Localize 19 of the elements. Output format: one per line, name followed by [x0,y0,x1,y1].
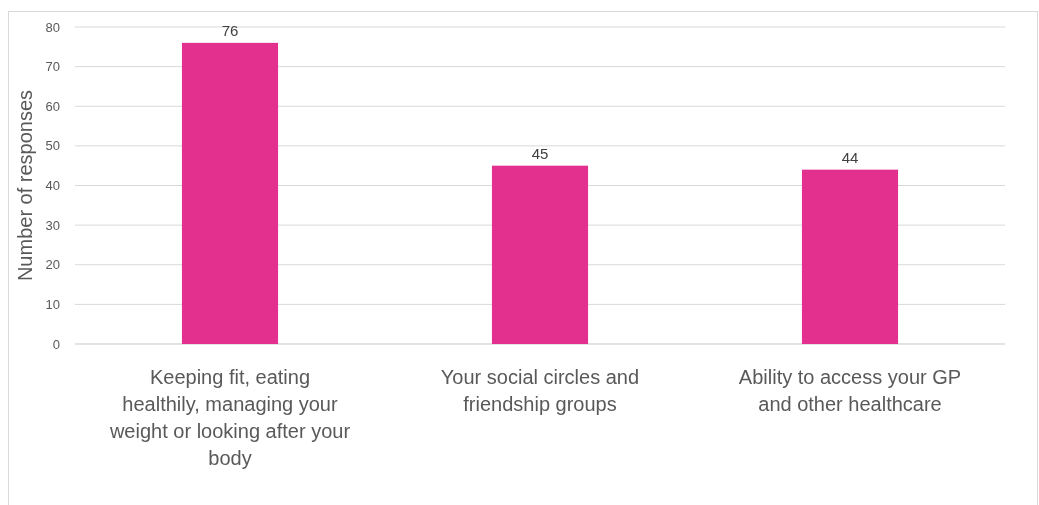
y-tick-label: 20 [45,257,60,273]
y-axis-title: Number of responses [14,89,36,282]
bar [181,42,279,344]
y-tick-label: 70 [45,59,60,75]
bar [801,169,899,344]
x-tick-label: Your social circles and friendship groups [440,366,640,415]
y-tick-label: 80 [45,19,60,35]
bar [491,165,589,344]
y-tick-label: 0 [52,336,60,352]
x-tick-label: Ability to access your GP and other healthcare [738,366,962,415]
y-tick-label: 30 [45,217,60,233]
data-label: 45 [531,144,549,162]
y-tick-label: 40 [45,178,60,194]
y-tick-label: 60 [45,98,60,114]
y-tick-label: 10 [45,296,60,312]
x-tick-label: Keeping fit, eating healthily, managing your weight or looking after your body [108,366,351,469]
data-label: 76 [221,21,239,39]
y-tick-label: 50 [45,138,60,154]
data-label: 44 [841,148,859,166]
